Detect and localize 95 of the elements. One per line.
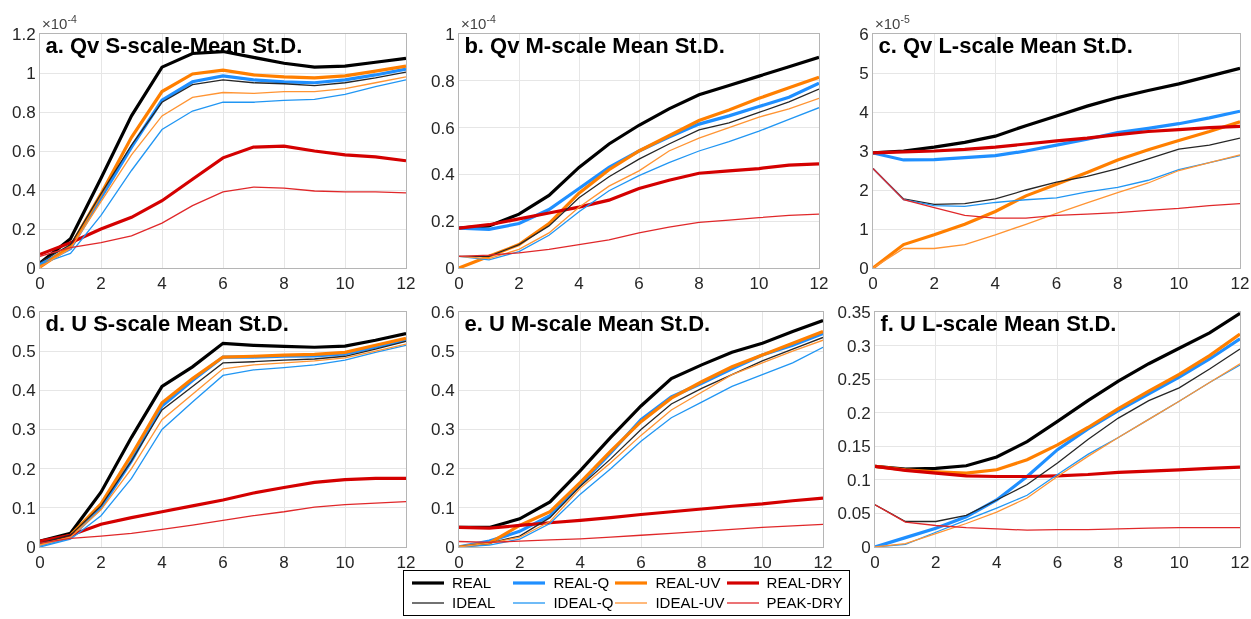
y-tick-label: 1 (859, 219, 869, 239)
y-tick-label: 0.1 (846, 470, 871, 490)
x-tick-label: 10 (1169, 553, 1189, 573)
y-tick-label: 0.8 (430, 71, 455, 91)
y-tick-label: 0.2 (11, 459, 36, 479)
y-tick-label: 5 (859, 63, 869, 83)
y-tick-label: 0.3 (430, 420, 455, 440)
y-tick-label: 0.3 (846, 336, 871, 356)
legend-label: REAL (452, 574, 492, 591)
y-tick-label: 0.5 (430, 342, 455, 362)
chart-title: e. U M-scale Mean St.D. (464, 310, 711, 336)
y-tick-label: 0.15 (837, 437, 871, 457)
y-tick-label: 0 (859, 258, 869, 278)
chart-title: c. Qv L-scale Mean St.D. (878, 32, 1133, 58)
legend-label: IDEAL-Q (553, 594, 614, 611)
x-tick-label: 2 (96, 274, 106, 294)
x-tick-label: 4 (157, 274, 167, 294)
y-tick-label: 1.2 (11, 24, 36, 44)
x-tick-label: 6 (218, 274, 228, 294)
y-tick-label: 0.4 (430, 165, 455, 185)
y-tick-label: 0 (445, 258, 455, 278)
legend-label: REAL-Q (553, 574, 610, 591)
x-tick-label: 8 (279, 553, 289, 573)
x-tick-label: 4 (990, 274, 1001, 294)
x-tick-label: 12 (396, 274, 416, 294)
x-tick-label: 8 (696, 553, 707, 573)
y-tick-label: 0 (445, 537, 455, 557)
y-tick-label: 6 (859, 24, 869, 44)
chart-title: f. U L-scale Mean St.D. (880, 310, 1117, 336)
y-tick-label: 0.4 (11, 381, 36, 401)
y-tick-label: 0.35 (837, 302, 871, 322)
y-tick-label: 0.25 (837, 370, 871, 390)
y-tick-label: 0.1 (430, 498, 455, 518)
x-tick-label: 6 (634, 274, 644, 294)
x-tick-label: 6 (218, 553, 228, 573)
x-tick-label: 8 (1113, 553, 1124, 573)
y-tick-label: 0.2 (11, 219, 36, 239)
x-tick-label: 12 (813, 553, 833, 573)
y-tick-label: 0.6 (11, 141, 36, 161)
x-tick-label: 12 (1230, 553, 1250, 573)
y-tick-label: 0 (26, 258, 36, 278)
x-tick-label: 10 (749, 274, 769, 294)
y-tick-label: 2 (859, 180, 869, 200)
y-tick-label: 0 (861, 537, 871, 557)
y-tick-label: 4 (859, 102, 869, 122)
y-tick-label: 0.2 (846, 403, 871, 423)
x-tick-label: 12 (1230, 274, 1250, 294)
x-tick-label: 6 (1052, 553, 1063, 573)
y-tick-label: 0.6 (11, 302, 36, 322)
x-tick-label: 4 (575, 553, 586, 573)
x-tick-label: 4 (157, 553, 167, 573)
x-tick-label: 8 (1112, 274, 1123, 294)
text: ×10$^{-4}$ (461, 13, 496, 33)
y-tick-label: 0.4 (430, 381, 455, 401)
x-tick-label: 2 (931, 553, 941, 573)
legend-label: IDEAL (452, 594, 496, 611)
x-tick-label: 10 (752, 553, 772, 573)
x-tick-label: 2 (96, 553, 106, 573)
chart-title: d. U S-scale Mean St.D. (45, 310, 289, 336)
x-tick-label: 10 (335, 553, 355, 573)
text: ×10$^{-5}$ (875, 13, 910, 33)
x-tick-label: 6 (636, 553, 646, 573)
y-tick-label: 1 (26, 63, 36, 83)
chart-title: a. Qv S-scale-Mean St.D. (45, 32, 303, 58)
y-tick-label: 0.5 (11, 342, 36, 362)
x-tick-label: 4 (574, 274, 584, 294)
y-tick-label: 1 (445, 24, 455, 44)
y-tick-label: 0.2 (430, 212, 455, 232)
chart-title: b. Qv M-scale Mean St.D. (464, 32, 725, 58)
x-tick-label: 12 (809, 274, 829, 294)
y-tick-label: 0.1 (11, 498, 36, 518)
x-tick-label: 6 (1051, 274, 1062, 294)
y-tick-label: 0 (26, 537, 36, 557)
x-tick-label: 4 (991, 553, 1002, 573)
x-tick-label: 2 (514, 274, 524, 294)
text: ×10$^{-4}$ (42, 13, 77, 33)
x-tick-label: 10 (1169, 274, 1189, 294)
y-tick-label: 0.6 (430, 118, 455, 138)
y-tick-label: 0.2 (430, 459, 455, 479)
legend-label: REAL-UV (655, 574, 721, 591)
y-tick-label: 3 (859, 141, 869, 161)
legend-label: REAL-DRY (766, 574, 843, 591)
y-tick-label: 0.05 (837, 504, 871, 524)
legend-label: PEAK-DRY (766, 594, 843, 611)
x-tick-label: 8 (694, 274, 704, 294)
y-tick-label: 0.8 (11, 102, 36, 122)
x-tick-label: 12 (396, 553, 416, 573)
y-tick-label: 0.4 (11, 180, 36, 200)
legend-label: IDEAL-UV (655, 594, 725, 611)
x-tick-label: 2 (514, 553, 525, 573)
x-tick-label: 8 (279, 274, 289, 294)
x-tick-label: 2 (929, 274, 939, 294)
x-tick-label: 10 (335, 274, 355, 294)
y-tick-label: 0.6 (430, 302, 455, 322)
y-tick-label: 0.3 (11, 420, 36, 440)
